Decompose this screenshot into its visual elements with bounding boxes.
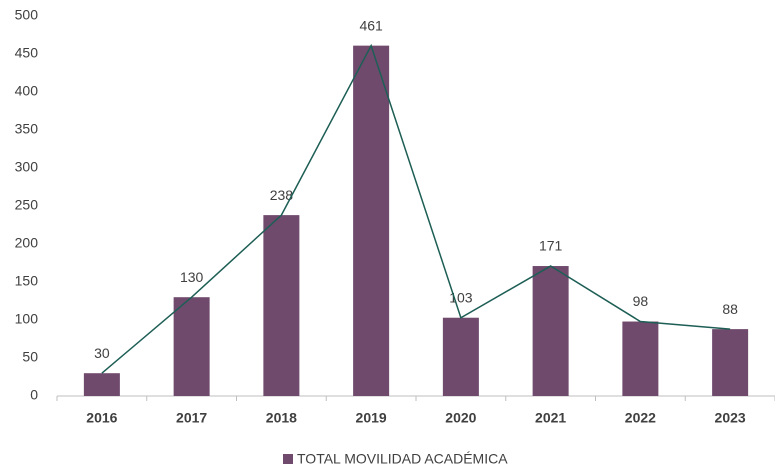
bar — [712, 329, 749, 396]
value-label: 30 — [94, 345, 110, 361]
x-tick-label: 2017 — [176, 410, 207, 426]
y-tick-label: 150 — [15, 273, 39, 289]
x-tick-label: 2016 — [86, 410, 117, 426]
value-label: 238 — [270, 187, 294, 203]
bar — [263, 215, 300, 396]
value-label: 88 — [722, 301, 738, 317]
y-tick-label: 100 — [15, 311, 39, 327]
x-tick-label: 2023 — [715, 410, 746, 426]
bar — [173, 297, 210, 396]
y-tick-label: 400 — [15, 83, 39, 99]
bar — [83, 373, 120, 396]
bar — [353, 45, 390, 396]
y-tick-label: 250 — [15, 197, 39, 213]
x-tick-label: 2019 — [356, 410, 387, 426]
y-tick-label: 200 — [15, 235, 39, 251]
x-tick-label: 2020 — [445, 410, 476, 426]
x-tick-label: 2021 — [535, 410, 566, 426]
y-tick-label: 300 — [15, 159, 39, 175]
value-label: 461 — [359, 17, 383, 33]
x-tick-label: 2018 — [266, 410, 297, 426]
y-tick-label: 350 — [15, 121, 39, 137]
y-tick-label: 0 — [30, 387, 38, 403]
bar — [532, 266, 569, 396]
y-tick-label: 50 — [22, 349, 38, 365]
trend-line — [101, 43, 731, 374]
value-label: 130 — [180, 269, 204, 285]
bar — [442, 317, 479, 396]
x-tick-label: 2022 — [625, 410, 656, 426]
value-label: 98 — [633, 293, 649, 309]
bar — [622, 321, 659, 396]
legend-label: TOTAL MOVILIDAD ACADÉMICA — [297, 451, 508, 467]
value-label: 171 — [539, 238, 563, 254]
y-tick-label: 500 — [15, 7, 39, 23]
y-tick-label: 450 — [15, 45, 39, 61]
legend-swatch — [283, 454, 293, 464]
